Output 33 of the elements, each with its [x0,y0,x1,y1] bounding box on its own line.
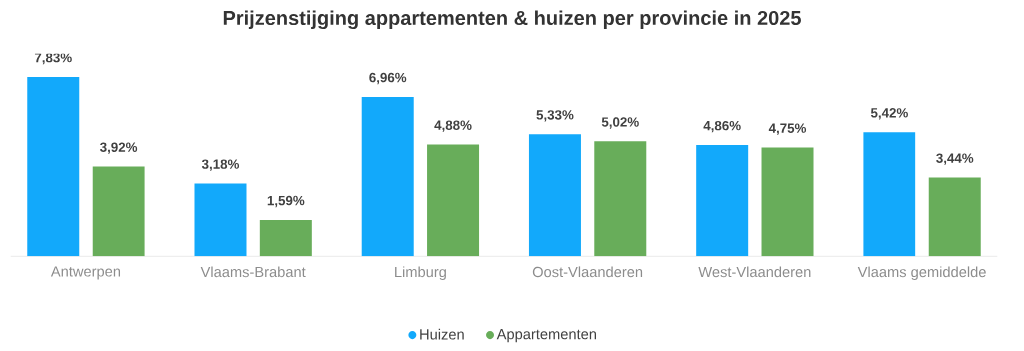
legend-label: Huizen [420,328,464,340]
data-label: 4,86% [703,120,741,133]
data-label: 5,02% [601,117,639,129]
data-label: 4,75% [768,123,807,135]
bar [594,141,647,257]
x-tick-label: Vlaams gemiddelde [857,266,986,281]
bar [27,76,80,257]
data-label: 3,18% [201,159,240,171]
bar [361,96,414,257]
bar [761,147,814,257]
data-label: 6,96% [369,72,407,85]
data-label: 3,44% [936,153,974,165]
data-label: 1,59% [267,195,305,208]
data-label: 5,33% [536,110,574,122]
bar [863,132,916,257]
x-tick-label: Antwerpen [50,266,121,280]
data-label: 5,42% [870,108,908,120]
bar [194,183,247,257]
legend-label: Appartementen [496,329,596,343]
bar [528,134,581,257]
chart-title: Prijzenstijging appartementen & huizen per provincie in 2025 [223,10,801,30]
data-label: 7,83% [34,52,72,65]
bar [427,144,480,257]
x-tick-label: Limburg [395,266,446,281]
data-label: 3,92% [100,142,138,154]
bar [928,177,981,257]
x-tick-label: Vlaams-Brabant [200,266,306,278]
data-label: 4,88% [434,120,472,132]
bar [92,166,145,257]
x-tick-label: West-Vlaanderen [698,266,811,278]
bar [259,219,312,257]
bar [696,145,749,257]
x-tick-label: Oost-Vlaanderen [532,266,643,278]
